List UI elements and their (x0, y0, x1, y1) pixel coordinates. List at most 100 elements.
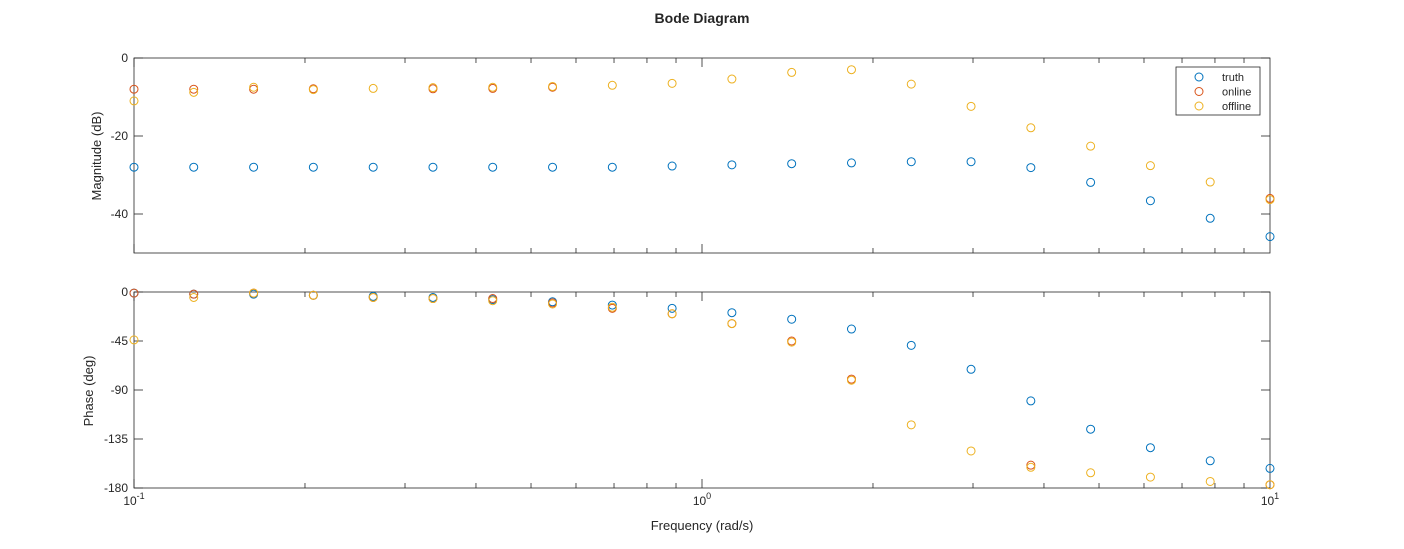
phase-point-offline (308, 290, 318, 300)
magnitude-point-truth (488, 162, 498, 172)
legend-marker-online (1194, 87, 1204, 96)
magnitude-point-online (189, 84, 199, 94)
magnitude-point-truth (787, 159, 797, 169)
magnitude-point-offline (787, 67, 797, 77)
magnitude-point-offline (966, 101, 976, 111)
phase-point-offline (1265, 480, 1275, 490)
legend-label-offline: offline (1222, 101, 1251, 113)
magnitude-point-truth (727, 160, 737, 170)
phase-point-truth (1086, 424, 1096, 434)
phase-point-online (1026, 460, 1036, 470)
phase-point-truth (1026, 396, 1036, 406)
magnitude-point-offline (488, 82, 498, 92)
legend-marker-truth (1194, 72, 1204, 82)
magnitude-point-truth (368, 162, 378, 172)
phase-point-offline (1145, 472, 1155, 482)
phase-y-tick-label: -135 (104, 432, 128, 446)
phase-point-offline (428, 294, 438, 304)
phase-point-truth (1145, 443, 1155, 453)
magnitude-point-truth (1026, 163, 1036, 173)
legend-box (1175, 66, 1261, 116)
legend-marker-offline (1194, 101, 1204, 111)
magnitude-point-offline (249, 82, 259, 92)
magnitude-point-truth (906, 157, 916, 167)
phase-point-offline (787, 337, 797, 347)
magnitude-point-truth (308, 162, 318, 172)
phase-point-offline (1026, 462, 1036, 472)
phase-point-offline (906, 420, 916, 430)
magnitude-point-offline (129, 96, 139, 106)
phase-y-tick-label: -180 (104, 481, 128, 495)
phase-point-offline (727, 319, 737, 329)
magnitude-y-tick-label: -20 (111, 129, 129, 143)
magnitude-point-offline (368, 83, 378, 93)
phase-point-truth (906, 340, 916, 350)
magnitude-point-truth (1265, 232, 1275, 242)
legend-label-online: online (1222, 87, 1251, 99)
magnitude-point-offline (548, 81, 558, 91)
phase-point-offline (1205, 476, 1215, 486)
x-tick-label: 101 (1261, 491, 1279, 508)
magnitude-point-online (129, 84, 139, 94)
magnitude-point-offline (189, 87, 199, 97)
magnitude-point-offline (308, 85, 318, 95)
phase-point-online (189, 289, 199, 299)
magnitude-point-truth (607, 162, 617, 172)
magnitude-y-tick-label: 0 (121, 51, 128, 65)
phase-point-offline (607, 302, 617, 312)
magnitude-point-truth (249, 162, 259, 172)
magnitude-point-offline (846, 65, 856, 75)
magnitude-axes: 0 -20 -40 (111, 51, 1275, 254)
phase-point-offline (966, 446, 976, 456)
phase-point-offline (189, 292, 199, 302)
magnitude-point-truth (1205, 213, 1215, 223)
phase-point-truth (1205, 456, 1215, 466)
magnitude-point-offline (1265, 195, 1275, 205)
phase-point-offline (1086, 468, 1096, 478)
phase-point-offline (368, 292, 378, 302)
magnitude-point-offline (727, 74, 737, 84)
magnitude-point-offline (667, 78, 677, 88)
phase-point-offline (667, 309, 677, 319)
magnitude-point-truth (966, 157, 976, 167)
phase-axes-box (133, 291, 1271, 489)
phase-point-offline (488, 296, 498, 306)
magnitude-plot-area (134, 58, 1270, 253)
legend-label-truth: truth (1222, 72, 1244, 84)
magnitude-point-truth (667, 161, 677, 171)
magnitude-point-truth (1145, 196, 1155, 206)
magnitude-axis-label: Magnitude (dB) (89, 112, 104, 201)
magnitude-point-offline (906, 79, 916, 89)
x-tick-label: 10-1 (123, 491, 144, 508)
phase-plot-area (134, 292, 1270, 488)
chart-title: Bode Diagram (655, 10, 750, 26)
phase-y-tick-label: -90 (111, 383, 129, 397)
magnitude-point-truth (846, 158, 856, 168)
phase-point-offline (548, 299, 558, 309)
magnitude-point-truth (1086, 177, 1096, 187)
phase-point-offline (249, 288, 259, 298)
magnitude-point-offline (1026, 123, 1036, 133)
phase-point-online (129, 288, 139, 298)
phase-axis-label: Phase (deg) (81, 356, 96, 427)
phase-point-truth (966, 364, 976, 374)
phase-y-tick-label: -45 (111, 334, 129, 348)
phase-point-truth (1265, 463, 1275, 473)
phase-point-truth (846, 324, 856, 334)
magnitude-point-truth (129, 162, 139, 172)
phase-point-online (488, 294, 498, 304)
magnitude-point-truth (189, 162, 199, 172)
legend: truth online offline (1175, 66, 1261, 116)
phase-point-truth (667, 303, 677, 313)
phase-point-offline (846, 375, 856, 385)
magnitude-point-offline (607, 80, 617, 90)
magnitude-point-offline (428, 83, 438, 93)
phase-point-truth (727, 308, 737, 318)
x-axis-label: Frequency (rad/s) (651, 518, 754, 533)
magnitude-y-tick-label: -40 (111, 207, 129, 221)
magnitude-point-truth (428, 162, 438, 172)
magnitude-point-offline (1086, 141, 1096, 151)
phase-y-tick-label: 0 (121, 285, 128, 299)
magnitude-point-truth (548, 162, 558, 172)
